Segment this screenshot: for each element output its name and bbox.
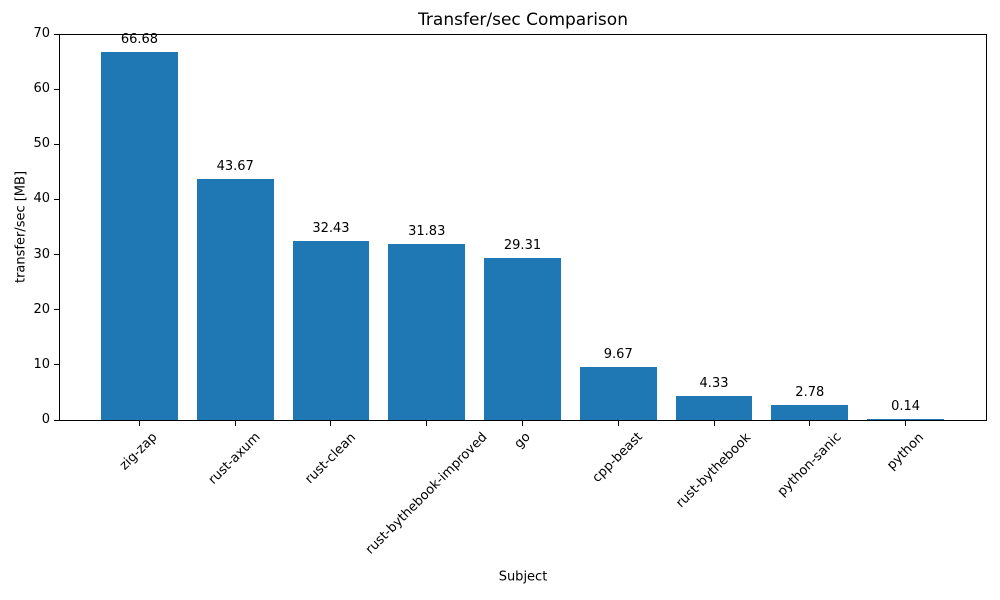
x-tick-label: go xyxy=(511,429,534,452)
x-tick-mark xyxy=(617,421,619,426)
x-tick-label: python-sanic xyxy=(774,430,845,500)
bar-value-label: 66.68 xyxy=(120,32,159,48)
y-tick-label: 60 xyxy=(33,81,50,97)
bar-value-label: 2.78 xyxy=(795,384,825,400)
x-tick-label: rust-axum xyxy=(205,430,264,488)
y-tick-label: 30 xyxy=(33,246,50,262)
bar xyxy=(196,179,274,420)
bar-value-label: 9.67 xyxy=(603,346,633,362)
y-axis-label: transfer/sec [MB] xyxy=(13,170,29,284)
x-tick-label: python xyxy=(883,429,927,473)
y-tick-mark xyxy=(54,143,59,145)
y-tick-label: 50 xyxy=(33,136,50,152)
chart-title: Transfer/sec Comparison xyxy=(418,10,628,30)
y-tick-mark xyxy=(54,309,59,311)
y-tick-label: 20 xyxy=(33,301,50,317)
bar xyxy=(579,366,657,420)
y-tick-label: 70 xyxy=(33,26,50,41)
y-tick-mark xyxy=(54,198,59,200)
bar-value-label: 4.33 xyxy=(699,376,729,392)
y-tick-mark xyxy=(54,254,59,256)
x-tick-mark xyxy=(234,421,236,426)
bar xyxy=(101,52,178,420)
y-tick-mark xyxy=(54,419,59,421)
x-tick-mark xyxy=(426,421,428,426)
bar-value-label: 31.83 xyxy=(408,224,446,240)
x-tick-label: rust-clean xyxy=(302,429,359,487)
y-tick-mark xyxy=(54,88,59,90)
x-tick-label: cpp-beast xyxy=(589,429,646,487)
bar xyxy=(484,258,561,420)
x-tick-label: zig-zap xyxy=(117,429,161,474)
x-tick-label: rust-bythebook xyxy=(673,429,755,511)
y-tick-mark xyxy=(54,33,59,35)
bar xyxy=(675,396,753,420)
x-tick-mark xyxy=(522,421,523,426)
bar xyxy=(292,241,370,420)
bar xyxy=(867,419,944,421)
x-tick-mark xyxy=(809,421,811,426)
bar-value-label: 43.67 xyxy=(216,159,254,175)
x-tick-label: rust-bythebook-improved xyxy=(362,429,491,558)
bar-value-label: 29.31 xyxy=(503,238,542,254)
x-axis-label: Subject xyxy=(498,569,548,585)
y-tick-label: 10 xyxy=(33,356,50,372)
y-tick-label: 0 xyxy=(41,412,50,427)
y-tick-mark xyxy=(54,364,59,366)
y-tick-label: 40 xyxy=(33,191,50,207)
x-tick-mark xyxy=(138,421,140,426)
bar xyxy=(388,244,466,420)
bar-value-label: 32.43 xyxy=(312,221,350,237)
x-tick-mark xyxy=(330,421,332,426)
bar xyxy=(771,404,849,420)
bar-value-label: 0.14 xyxy=(891,399,921,415)
x-tick-mark xyxy=(713,421,715,426)
x-tick-mark xyxy=(905,421,907,426)
